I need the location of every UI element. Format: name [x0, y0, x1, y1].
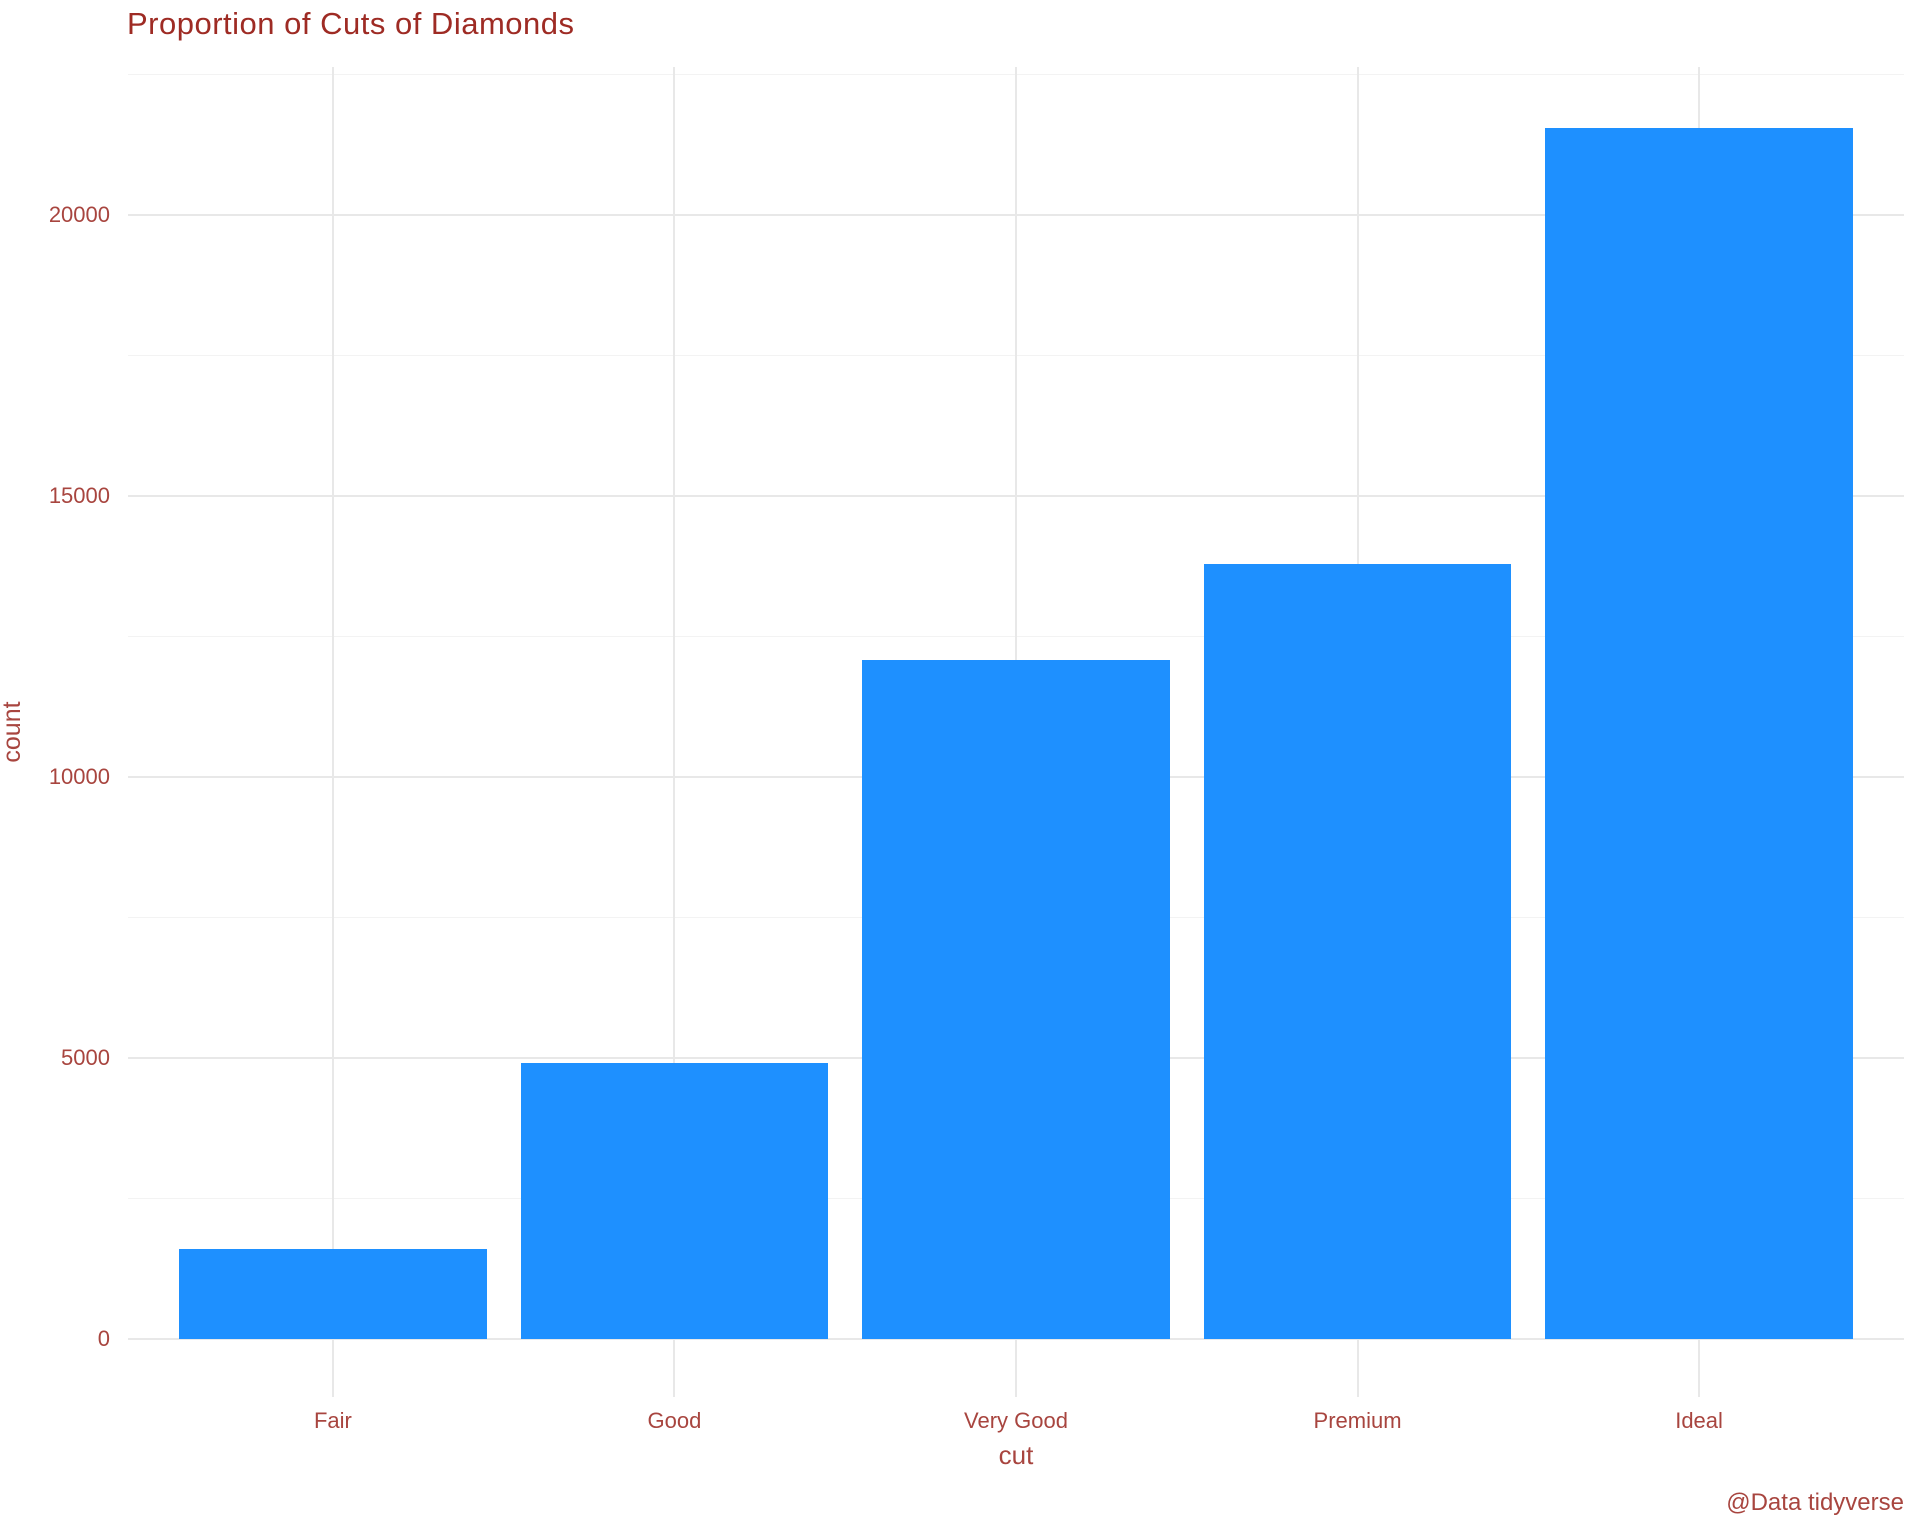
x-tick-label-premium: Premium — [1313, 1408, 1402, 1433]
bar-ideal — [1545, 127, 1853, 1339]
y-tick-label-20000: 20000 — [48, 202, 110, 227]
bar-very-good — [862, 659, 1170, 1339]
x-gridline-fair — [331, 67, 334, 1397]
bar-fair — [179, 1248, 487, 1339]
x-tick-label-good: Good — [647, 1408, 702, 1433]
y-tick-label-15000: 15000 — [48, 483, 110, 508]
y-tick-label-10000: 10000 — [48, 764, 110, 789]
x-tick-label-fair: Fair — [313, 1408, 352, 1433]
x-tick-label-ideal: Ideal — [1675, 1408, 1723, 1433]
y-tick-label-0: 0 — [97, 1326, 110, 1351]
x-gridline-good — [673, 67, 676, 1397]
chart-caption: @Data tidyverse — [1726, 1489, 1904, 1516]
bar-good — [520, 1063, 829, 1339]
x-tick-label-very-good: Very Good — [964, 1408, 1068, 1433]
chart-title: Proportion of Cuts of Diamonds — [127, 6, 575, 41]
x-axis-title: cut — [998, 1440, 1034, 1470]
bar-premium — [1203, 563, 1512, 1339]
y-tick-label-5000: 5000 — [61, 1045, 110, 1070]
